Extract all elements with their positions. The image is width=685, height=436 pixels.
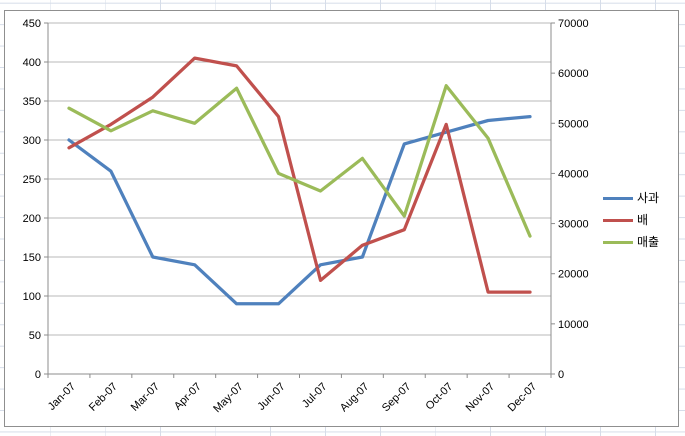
left-axis-label: 300 xyxy=(23,135,41,147)
series-line-1[interactable] xyxy=(67,56,532,294)
left-axis-label: 250 xyxy=(23,174,41,186)
x-axis-label: Aug-07 xyxy=(338,381,372,415)
left-axis-label: 400 xyxy=(23,57,41,69)
left-axis-label: 450 xyxy=(23,18,41,30)
legend-item-2[interactable]: 매출 xyxy=(603,231,659,253)
legend-item-1[interactable]: 배 xyxy=(603,209,659,231)
right-axis-label: 10000 xyxy=(558,319,589,331)
x-axis-label: Jul-07 xyxy=(300,381,330,411)
x-axis-label: Jun-07 xyxy=(255,381,287,413)
x-axis-label: Jan-07 xyxy=(46,381,78,413)
chart-object[interactable]: 0 50 100 150 200 250 300 350 400 450 0 10000 20000 30… xyxy=(4,10,679,427)
x-axis-label: Sep-07 xyxy=(380,381,414,415)
x-axis-label: Oct-07 xyxy=(423,381,455,413)
x-axis-label: Dec-07 xyxy=(506,381,540,415)
x-axis-label: Mar-07 xyxy=(129,381,162,414)
right-axis-label: 70000 xyxy=(558,18,589,30)
x-axis-label: Apr-07 xyxy=(172,381,204,413)
right-axis-label: 50000 xyxy=(558,118,589,130)
legend-line-sample xyxy=(603,240,633,244)
right-axis-label: 20000 xyxy=(558,269,589,281)
x-axis-label: May-07 xyxy=(211,381,245,415)
x-axis-label: Nov-07 xyxy=(464,381,498,415)
plot-gridlines xyxy=(48,22,551,336)
series-line-2[interactable] xyxy=(67,84,532,238)
left-axis-label: 50 xyxy=(29,330,41,342)
series-line-0[interactable] xyxy=(67,114,532,306)
chart-svg: 0 50 100 150 200 250 300 350 400 450 0 10000 20000 30… xyxy=(23,18,589,415)
legend-line-sample xyxy=(603,218,633,222)
left-axis-label: 200 xyxy=(23,213,41,225)
legend-line-sample xyxy=(603,196,633,200)
left-axis-label: 350 xyxy=(23,96,41,108)
right-axis-label: 40000 xyxy=(558,168,589,180)
right-axis-label: 60000 xyxy=(558,68,589,80)
left-axis[interactable]: 0 50 100 150 200 250 300 350 400 450 xyxy=(23,18,49,381)
right-axis[interactable]: 0 10000 20000 30000 40000 50000 60000 70000 xyxy=(550,18,589,381)
right-axis-label: 0 xyxy=(558,369,564,381)
legend-label: 사과 xyxy=(637,191,660,205)
left-axis-label: 100 xyxy=(23,291,41,303)
legend-label: 매출 xyxy=(637,235,660,249)
left-axis-label: 0 xyxy=(35,369,41,381)
right-axis-label: 30000 xyxy=(558,219,589,231)
legend-item-0[interactable]: 사과 xyxy=(603,187,659,209)
x-axis[interactable]: Jan-07 Feb-07 Mar-07 Apr-07 May-07 Jun-07 Jul-… xyxy=(46,373,552,415)
left-axis-label: 150 xyxy=(23,252,41,264)
legend-label: 배 xyxy=(637,213,649,227)
x-axis-label: Feb-07 xyxy=(87,381,120,414)
